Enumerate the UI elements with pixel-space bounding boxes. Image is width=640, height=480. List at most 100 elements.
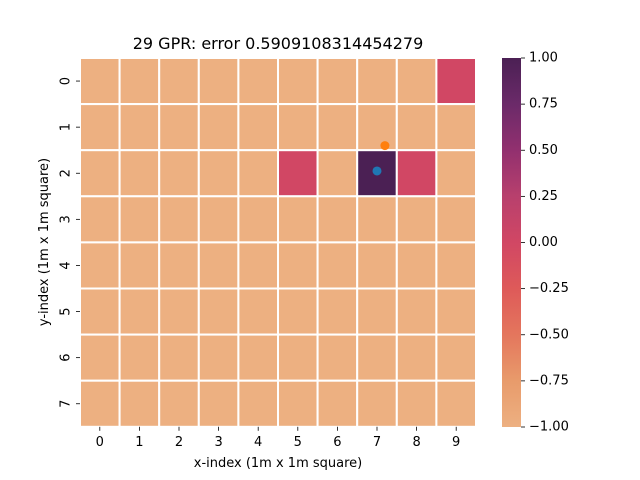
heatmap-cell (435, 241, 477, 290)
heatmap-cell (435, 149, 477, 198)
colorbar (502, 58, 521, 427)
colorbar-tick-label: −0.75 (529, 373, 569, 388)
data-point (380, 141, 390, 151)
heatmap-cell (435, 103, 477, 152)
heatmap-cell (118, 57, 161, 106)
heatmap-cell (277, 241, 319, 290)
heatmap-cell (79, 333, 121, 382)
heatmap-cell (277, 333, 319, 382)
heatmap-cell (356, 333, 398, 382)
heatmap-cell (435, 287, 477, 336)
heatmap-cell (316, 241, 359, 290)
heatmap-cell (356, 195, 398, 244)
x-tick-label: 5 (294, 435, 302, 450)
heatmap-cell (197, 333, 240, 382)
data-point (372, 166, 382, 176)
heatmap-cell (435, 379, 477, 428)
heatmap-cell (316, 103, 359, 152)
heatmap-cell (277, 287, 319, 336)
heatmap-cell (316, 149, 359, 198)
heatmap-cell (316, 195, 359, 244)
heatmap-cell (118, 195, 161, 244)
y-axis-ticks: 0 1 2 3 4 5 6 7 (59, 77, 80, 408)
heatmap-cell (158, 195, 200, 244)
heatmap-cell (118, 287, 161, 336)
heatmap-cell (118, 333, 161, 382)
heatmap-cell (237, 149, 279, 198)
y-tick-label: 4 (59, 261, 74, 269)
marker-points (372, 141, 390, 176)
heatmap-cell (395, 333, 438, 382)
colorbar-tick-label: −0.50 (529, 327, 569, 342)
heatmap-cell (277, 149, 319, 198)
heatmap-cell (197, 379, 240, 428)
x-tick-label: 9 (452, 435, 460, 450)
heatmap-cell (395, 57, 438, 106)
heatmap-cell (79, 379, 121, 428)
heatmap-cell (158, 379, 200, 428)
heatmap-cell (316, 379, 359, 428)
heatmap-cell (277, 57, 319, 106)
heatmap-cell (197, 103, 240, 152)
y-tick-label: 7 (59, 400, 74, 408)
heatmap-cell (277, 103, 319, 152)
heatmap-cell (277, 379, 319, 428)
heatmap-cell (158, 57, 200, 106)
heatmap-cell (356, 379, 398, 428)
x-tick-label: 8 (412, 435, 420, 450)
colorbar-ticks: 1.00 0.75 0.50 0.25 0.00 −0.25 −0.50 −0.75 −1.00 (521, 51, 569, 435)
colorbar-tick-label: −1.00 (529, 420, 569, 435)
heatmap-cell (197, 287, 240, 336)
heatmap-cell (316, 57, 359, 106)
colorbar-tick-label: 1.00 (529, 51, 558, 66)
y-tick-label: 0 (59, 77, 74, 85)
heatmap-cell (197, 241, 240, 290)
x-axis-ticks: 0 1 2 3 4 5 6 7 8 9 (96, 426, 460, 450)
heatmap-cell (197, 57, 240, 106)
chart-title: 29 GPR: error 0.5909108314454279 (133, 34, 424, 53)
heatmap-cell (316, 287, 359, 336)
x-tick-label: 4 (254, 435, 262, 450)
heatmap-cell (356, 57, 398, 106)
heatmap-cell (79, 149, 121, 198)
heatmap-cell (237, 287, 279, 336)
heatmap-cell (356, 241, 398, 290)
y-tick-label: 5 (59, 307, 74, 315)
heatmap-cell (395, 195, 438, 244)
heatmap-cell (158, 103, 200, 152)
heatmap-cell (158, 149, 200, 198)
heatmap-cell (118, 241, 161, 290)
colorbar-tick-label: 0.75 (529, 97, 558, 112)
colorbar-tick-label: 0.25 (529, 189, 558, 204)
heatmap-cell (237, 333, 279, 382)
y-axis-label: y-index (1m x 1m square) (37, 158, 52, 326)
y-tick-label: 6 (59, 354, 74, 362)
heatmap-cell (79, 57, 121, 106)
heatmap-cell (395, 287, 438, 336)
heatmap-cell (395, 103, 438, 152)
heatmap-cell (395, 149, 438, 198)
heatmap-cell (237, 241, 279, 290)
heatmap-cell (395, 241, 438, 290)
heatmap-cell (435, 333, 477, 382)
heatmap-cell (435, 195, 477, 244)
heatmap-cell (118, 103, 161, 152)
heatmap-cell (118, 149, 161, 198)
heatmap-cell (79, 241, 121, 290)
y-tick-label: 3 (59, 215, 74, 223)
heatmap-cell (237, 57, 279, 106)
colorbar-tick-label: 0.00 (529, 235, 558, 250)
x-tick-label: 2 (175, 435, 183, 450)
y-tick-label: 1 (59, 123, 74, 131)
x-tick-label: 1 (135, 435, 143, 450)
heatmap-cell (79, 195, 121, 244)
heatmap-cell (277, 195, 319, 244)
heatmap-cell (237, 195, 279, 244)
x-tick-label: 3 (214, 435, 222, 450)
heatmap-cell (435, 57, 477, 106)
heatmap-cell (118, 379, 161, 428)
heatmap-cell (197, 195, 240, 244)
heatmap-cell (316, 333, 359, 382)
heatmap-cell (356, 287, 398, 336)
